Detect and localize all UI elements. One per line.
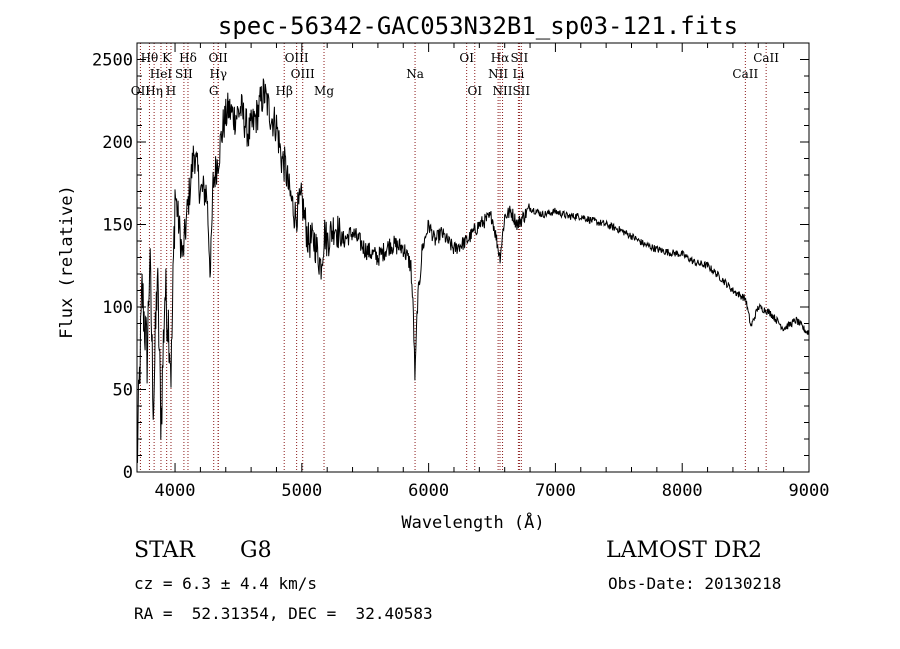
y-tick-label: 0 xyxy=(123,463,133,483)
line-marker-label: K xyxy=(162,51,172,65)
line-marker-label: OI xyxy=(467,84,482,98)
y-axis-label: Flux (relative) xyxy=(57,185,77,339)
y-tick-label: 200 xyxy=(102,133,133,153)
line-marker-label: Hγ xyxy=(209,67,227,81)
line-marker-label: Li xyxy=(512,67,524,81)
line-marker-label: Mg xyxy=(314,84,334,98)
line-marker-label: HeI xyxy=(150,67,173,81)
chart-title: spec-56342-GAC053N32B1_sp03-121.fits xyxy=(218,12,738,40)
y-tick-label: 100 xyxy=(102,298,133,318)
line-marker-label: Hβ xyxy=(276,84,293,98)
line-marker-label: CaII xyxy=(732,67,758,81)
y-tick-label: 150 xyxy=(102,216,133,236)
line-marker-label: Hα xyxy=(491,51,510,65)
line-marker-label: CaII xyxy=(753,51,779,65)
x-axis-label: Wavelength (Å) xyxy=(401,511,544,533)
x-tick-label: 6000 xyxy=(408,481,449,501)
redshift-velocity: cz = 6.3 ± 4.4 km/s xyxy=(134,574,318,593)
line-marker-label: OIII xyxy=(285,51,309,65)
y-axis-ticks: 0 50 100 150 200 2500 xyxy=(92,51,809,483)
line-marker-label: SII xyxy=(175,67,193,81)
spectrum-series xyxy=(136,78,810,463)
object-subclass: G8 xyxy=(240,538,272,563)
line-marker-label: OII xyxy=(131,84,151,98)
observation-date: Obs-Date: 20130218 xyxy=(608,574,782,593)
line-marker-label: Na xyxy=(406,67,424,81)
line-marker-label: H xyxy=(166,84,176,98)
line-marker-label: SII xyxy=(511,51,529,65)
coordinates: RA = 52.31354, DEC = 32.40583 xyxy=(134,604,433,623)
line-marker-label: SII xyxy=(512,84,530,98)
x-tick-label: 5000 xyxy=(281,481,322,501)
x-tick-label: 9000 xyxy=(789,481,830,501)
x-tick-label: 4000 xyxy=(155,481,196,501)
x-axis-ticks: 4000 5000 6000 7000 8000 9000 xyxy=(155,43,830,501)
line-marker-label: Hη xyxy=(145,84,163,98)
survey-name: LAMOST DR2 xyxy=(606,538,762,563)
line-marker-label: Hθ xyxy=(141,51,159,65)
object-class: STAR xyxy=(134,538,195,563)
line-marker-label: OI xyxy=(459,51,474,65)
x-tick-label: 7000 xyxy=(535,481,576,501)
line-marker-label: Hδ xyxy=(179,51,197,65)
line-marker-label: NII xyxy=(488,67,508,81)
y-tick-label: 2500 xyxy=(92,51,133,71)
y-tick-label: 50 xyxy=(113,381,133,401)
spectrum-line xyxy=(136,78,810,463)
line-marker-label: OIII xyxy=(291,67,315,81)
line-marker-label: G xyxy=(209,84,219,98)
x-tick-label: 8000 xyxy=(662,481,703,501)
line-marker-label: NII xyxy=(493,84,513,98)
